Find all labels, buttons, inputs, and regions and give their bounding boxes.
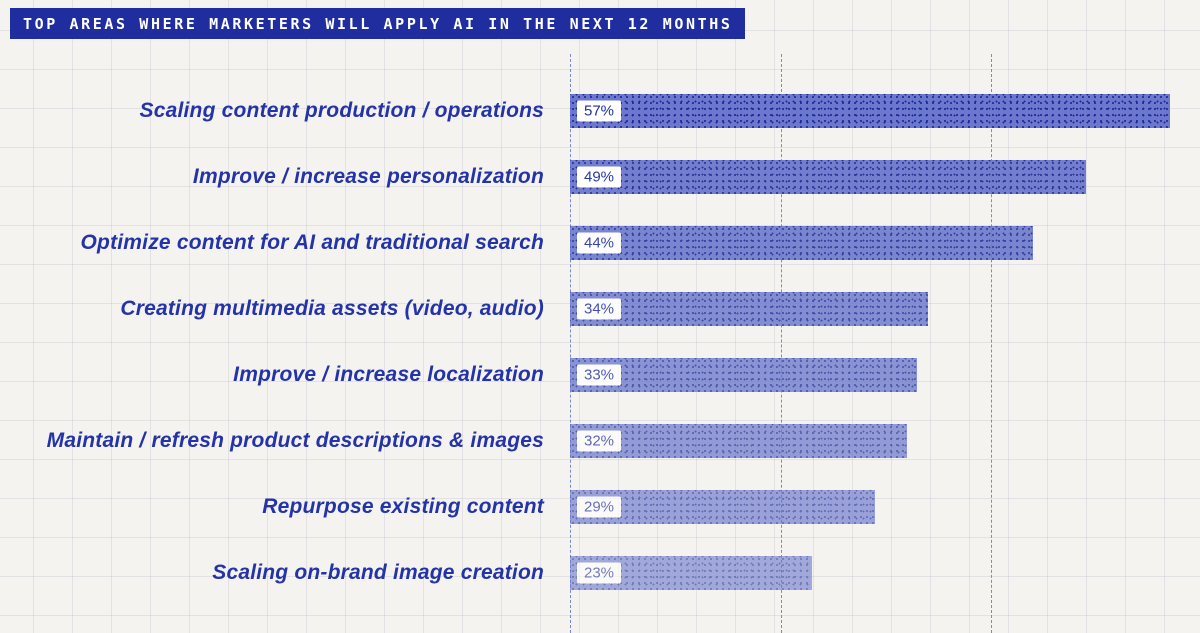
bar: 29% — [570, 490, 875, 524]
bar: 44% — [570, 226, 1033, 260]
bar-track: 57% — [556, 94, 1200, 128]
bar-track: 44% — [556, 226, 1200, 260]
bar-row: Improve / increase localization 33% — [0, 342, 1200, 408]
bar-row: Creating multimedia assets (video, audio… — [0, 276, 1200, 342]
bar: 34% — [570, 292, 928, 326]
bar-track: 23% — [556, 556, 1200, 590]
bar-row: Optimize content for AI and traditional … — [0, 210, 1200, 276]
category-label: Maintain / refresh product descriptions … — [46, 429, 544, 452]
value-label: 33% — [577, 364, 622, 386]
bar-rows: Scaling content production / operations 5… — [0, 78, 1200, 606]
bar: 23% — [570, 556, 812, 590]
value-label: 23% — [577, 562, 622, 584]
value-label: 49% — [577, 166, 622, 188]
bar-track: 49% — [556, 160, 1200, 194]
bar-row: Improve / increase personalization 49% — [0, 144, 1200, 210]
category-label: Improve / increase localization — [233, 363, 544, 386]
value-label: 29% — [577, 496, 622, 518]
bar-track: 33% — [556, 358, 1200, 392]
value-label: 34% — [577, 298, 622, 320]
bar-track: 34% — [556, 292, 1200, 326]
category-label: Improve / increase personalization — [192, 165, 544, 188]
bar-row: Repurpose existing content 29% — [0, 474, 1200, 540]
bar-track: 32% — [556, 424, 1200, 458]
value-label: 44% — [577, 232, 622, 254]
category-label: Scaling on-brand image creation — [212, 561, 544, 584]
bar-track: 29% — [556, 490, 1200, 524]
bar: 49% — [570, 160, 1086, 194]
category-label: Repurpose existing content — [262, 495, 544, 518]
bar: 57% — [570, 94, 1170, 128]
bar: 32% — [570, 424, 907, 458]
value-label: 57% — [577, 100, 622, 122]
category-label: Scaling content production / operations — [139, 99, 544, 122]
category-label: Optimize content for AI and traditional … — [80, 231, 544, 254]
category-label: Creating multimedia assets (video, audio… — [120, 297, 544, 320]
bar-row: Scaling on-brand image creation 23% — [0, 540, 1200, 606]
bar-row: Maintain / refresh product descriptions … — [0, 408, 1200, 474]
chart-title: TOP AREAS WHERE MARKETERS WILL APPLY AI … — [10, 8, 746, 39]
value-label: 32% — [577, 430, 622, 452]
bar-row: Scaling content production / operations 5… — [0, 78, 1200, 144]
bar: 33% — [570, 358, 917, 392]
